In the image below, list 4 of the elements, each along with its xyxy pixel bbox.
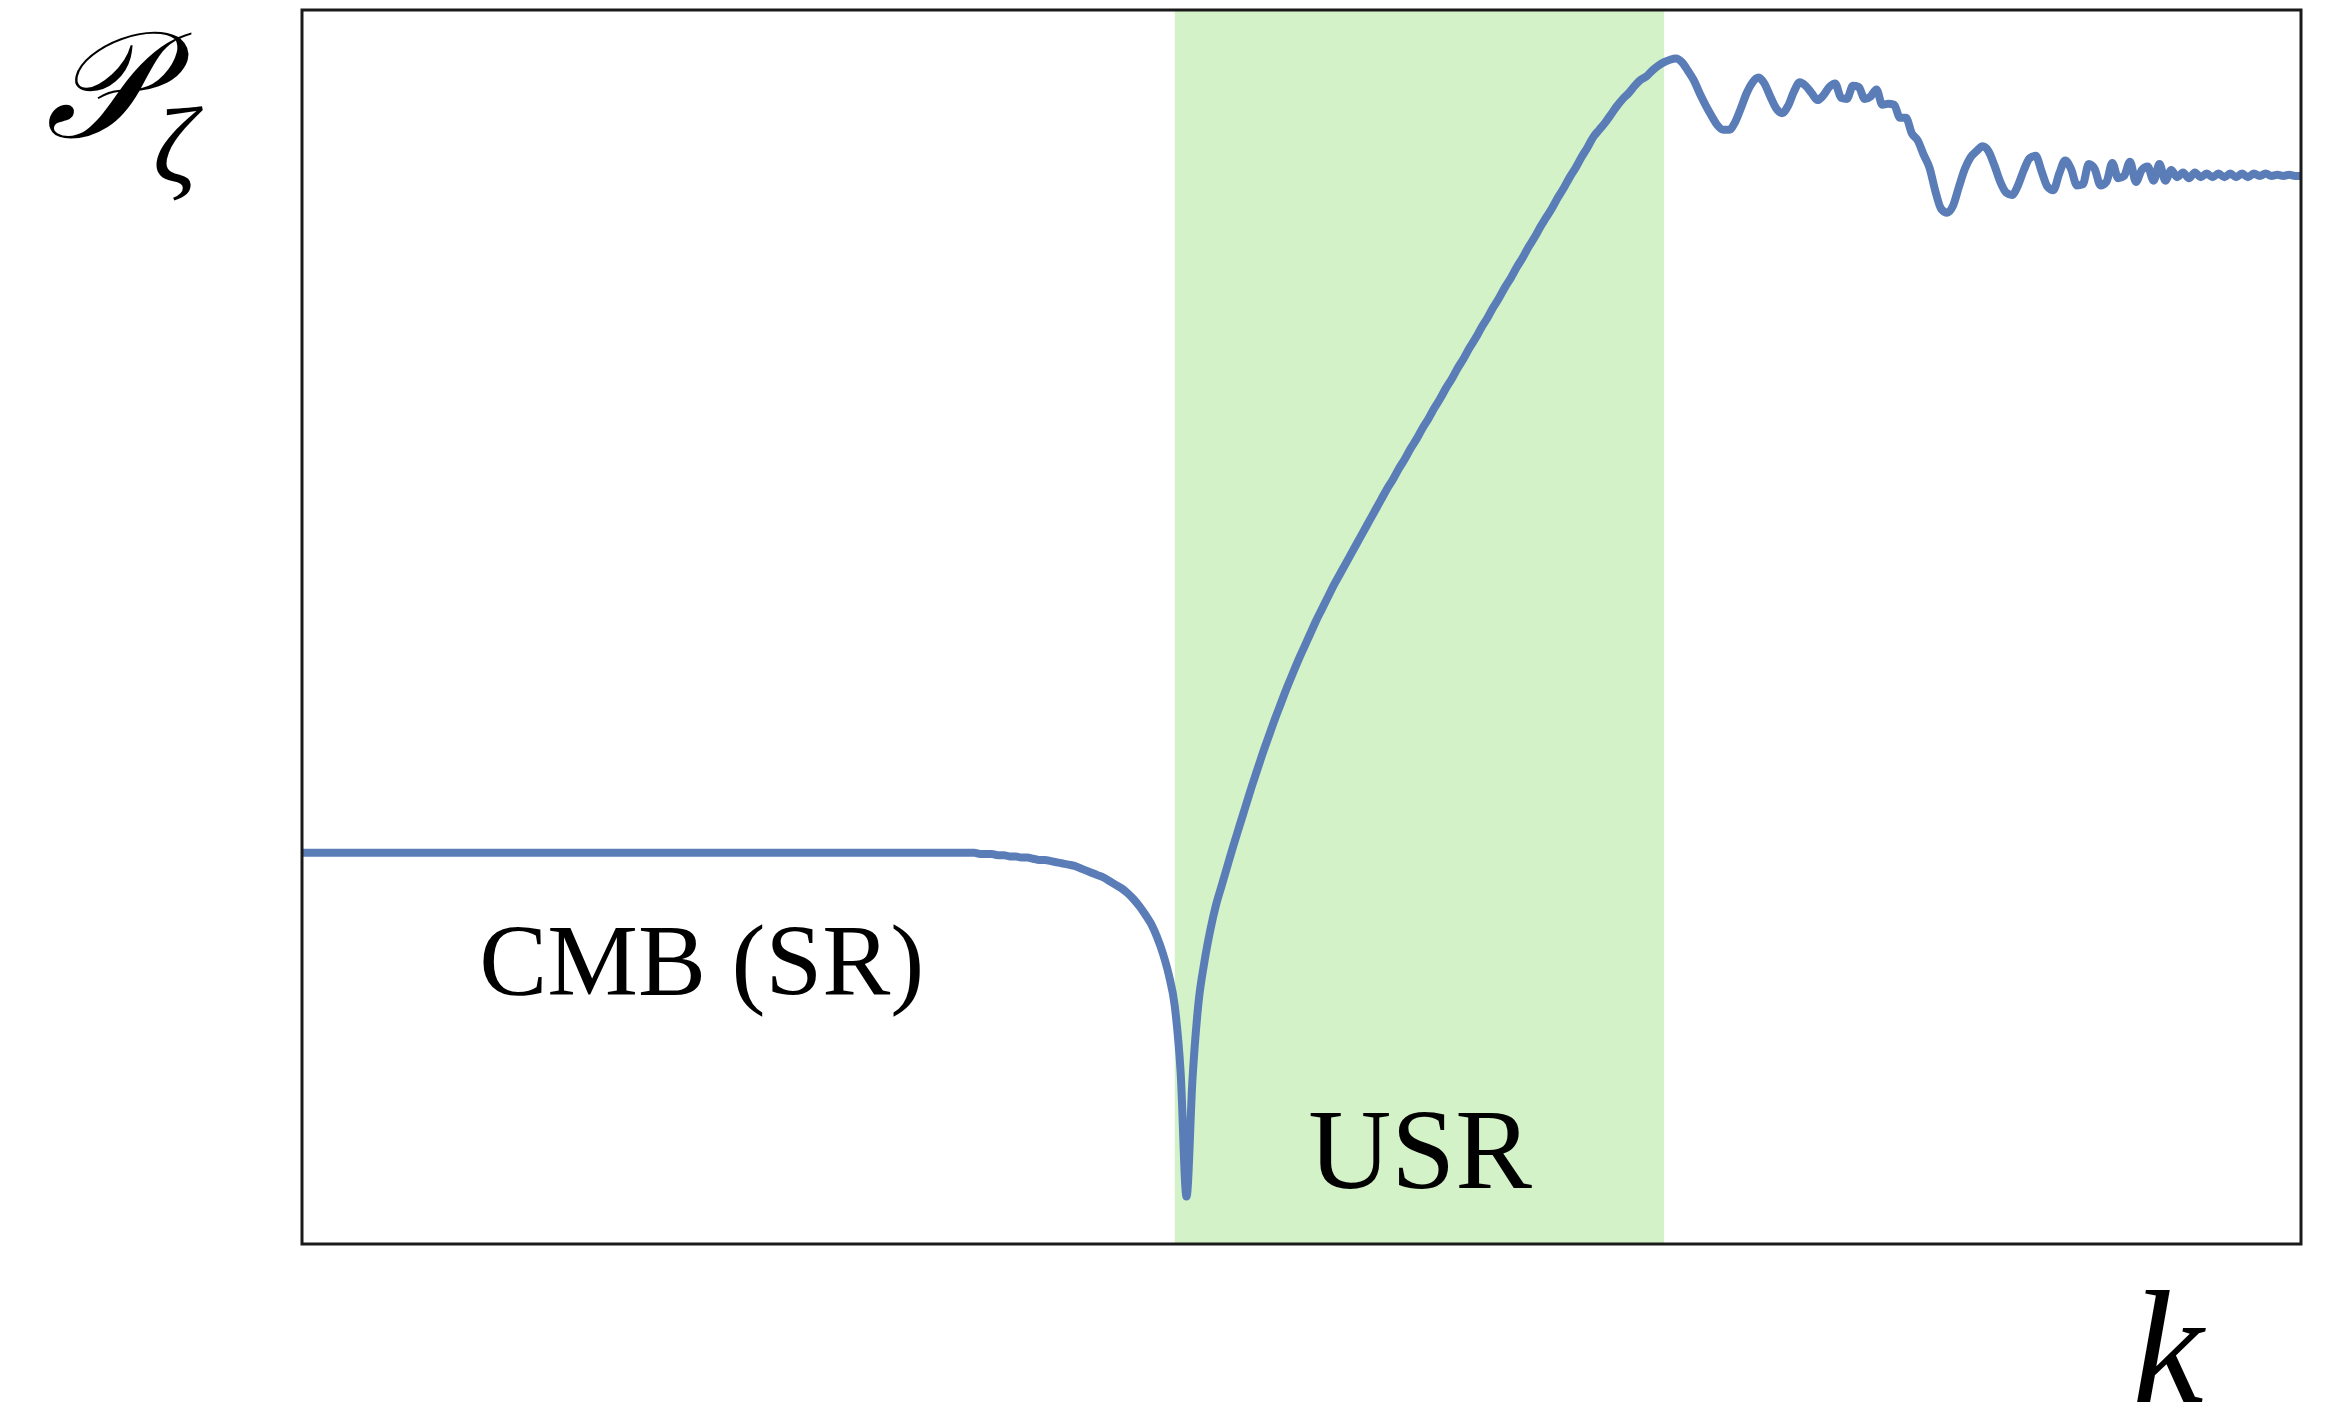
annotation: CMB (SR) xyxy=(479,903,925,1017)
x-axis-title: k xyxy=(2132,1259,2207,1413)
annotation: USR xyxy=(1308,1086,1533,1214)
y-axis-title: 𝒫$_{ζ}$ xyxy=(45,3,203,205)
